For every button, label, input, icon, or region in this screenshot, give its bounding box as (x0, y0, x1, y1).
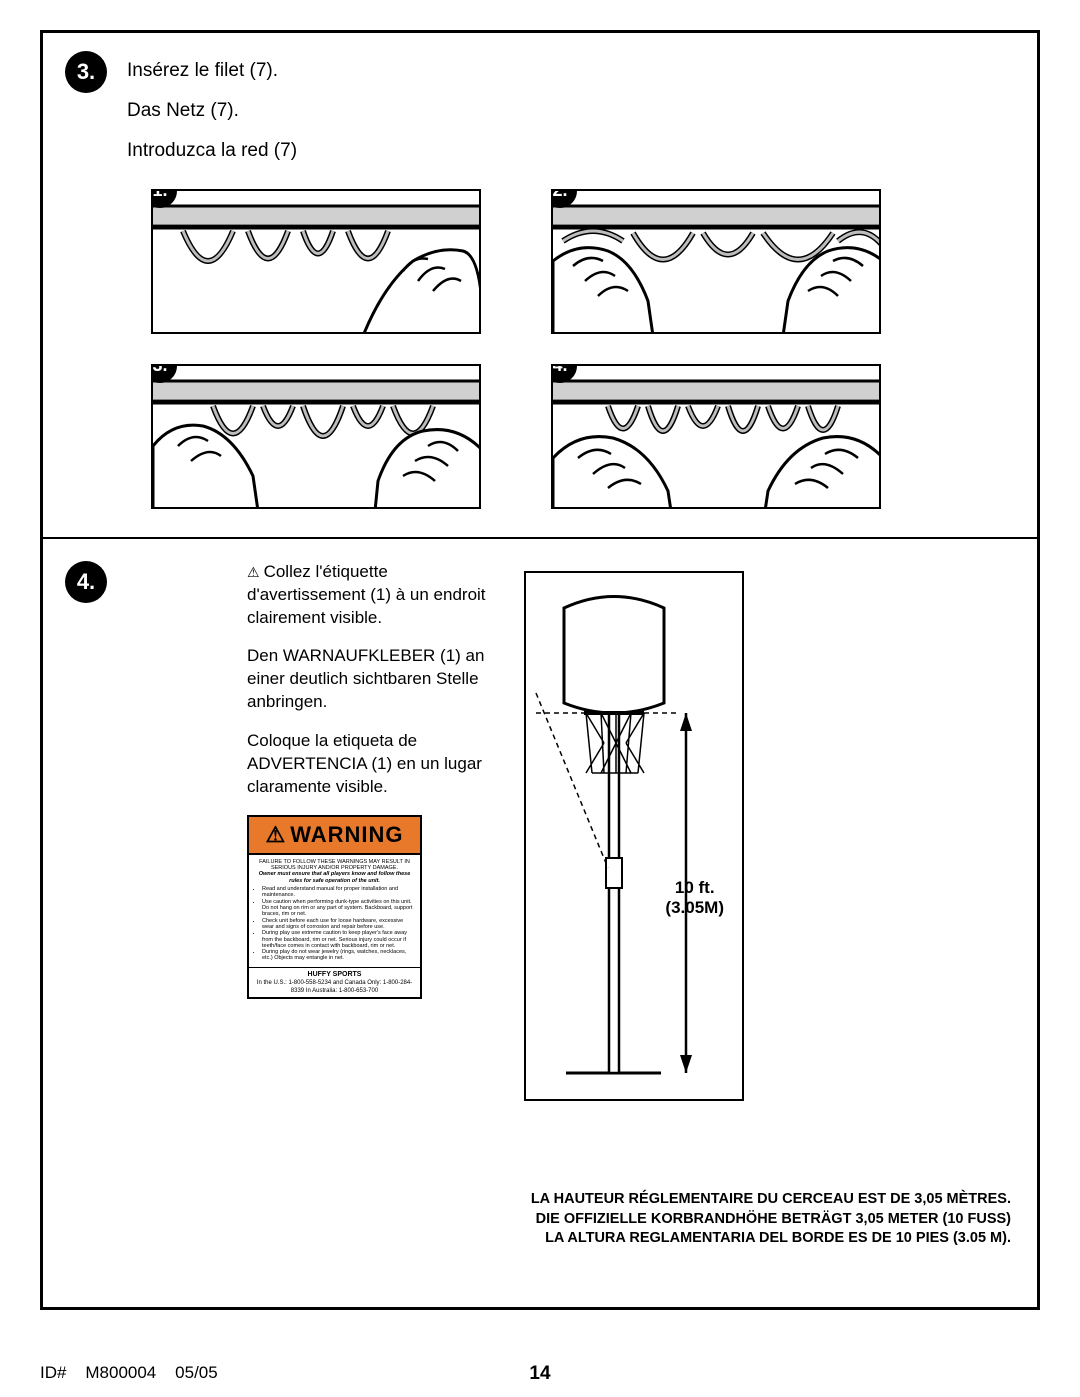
step3-illustration-grid: 1. 2. (151, 189, 921, 509)
warning-bullet: Check unit before each use for loose har… (262, 918, 415, 931)
warning-brand: HUFFY SPORTS (251, 970, 418, 979)
step3-instructions: Insérez le filet (7). Das Netz (7). Intr… (127, 51, 297, 171)
warning-contact: In the U.S.: 1-800-558-5234 and Canada O… (251, 979, 418, 995)
step4-text-column: ⚠Collez l'étiquette d'avertissement (1) … (247, 561, 502, 1000)
illustration-2: 2. (551, 189, 881, 334)
illustration-4: 4. (551, 364, 881, 509)
net-loop-svg-1 (153, 191, 481, 334)
warning-label-sticker: ⚠ WARNING FAILURE TO FOLLOW THESE WARNIN… (247, 815, 422, 999)
step4-text-es: Coloque la etiqueta de ADVERTENCIA (1) e… (247, 730, 502, 799)
warning-bullet: Use caution when performing dunk-type ac… (262, 899, 415, 918)
warning-triangle-icon: ⚠ (247, 563, 260, 582)
hoop-height-label: 10 ft. (3.05M) (665, 878, 724, 919)
step4-content: ⚠Collez l'étiquette d'avertissement (1) … (247, 561, 744, 1101)
warning-label-header: ⚠ WARNING (249, 817, 420, 855)
step3-line-es: Introduzca la red (7) (127, 131, 297, 171)
page-frame: 3. Insérez le filet (7). Das Netz (7). I… (40, 30, 1040, 1310)
warning-title: WARNING (290, 820, 403, 850)
page-number: 14 (529, 1363, 550, 1385)
net-loop-svg-3 (153, 366, 481, 509)
warning-bullet: During play do not wear jewelry (rings, … (262, 949, 415, 962)
warning-headline: FAILURE TO FOLLOW THESE WARNINGS MAY RES… (254, 859, 415, 872)
warning-triangle-icon: ⚠ (265, 820, 286, 850)
illustration-3: 3. (151, 364, 481, 509)
regulation-de: DIE OFFIZIELLE KORBRANDHÖHE BETRÄGT 3,05… (531, 1210, 1011, 1230)
warning-bullet: During play use extreme caution to keep … (262, 930, 415, 949)
illustration-1: 1. (151, 189, 481, 334)
step3-line-fr: Insérez le filet (7). (127, 51, 297, 91)
warning-label-footer: HUFFY SPORTS In the U.S.: 1-800-558-5234… (249, 967, 420, 998)
height-m: (3.05M) (665, 898, 724, 917)
id-date: 05/05 (175, 1363, 218, 1382)
section-divider (43, 537, 1037, 539)
hoop-svg (526, 573, 746, 1103)
height-ft: 10 ft. (675, 878, 715, 897)
step4-section: 4. ⚠Collez l'étiquette d'avertissement (… (65, 561, 1015, 1101)
regulation-text: LA HAUTEUR RÉGLEMENTAIRE DU CERCEAU EST … (531, 1190, 1011, 1249)
step4-text-fr: ⚠Collez l'étiquette d'avertissement (1) … (247, 561, 502, 630)
step3-section: 3. Insérez le filet (7). Das Netz (7). I… (65, 51, 1015, 171)
step4-badge: 4. (65, 561, 107, 603)
warning-bullets: Read and understand manual for proper in… (254, 886, 415, 962)
id-label: ID# (40, 1363, 66, 1382)
page-footer: ID# M800004 05/05 14 (40, 1363, 1040, 1383)
step3-badge: 3. (65, 51, 107, 93)
step4-text-de: Den WARNAUFKLEBER (1) an einer deutlich … (247, 645, 502, 714)
regulation-fr: LA HAUTEUR RÉGLEMENTAIRE DU CERCEAU EST … (531, 1190, 1011, 1210)
regulation-es: LA ALTURA REGLAMENTARIA DEL BORDE ES DE … (531, 1229, 1011, 1249)
warning-label-body: FAILURE TO FOLLOW THESE WARNINGS MAY RES… (249, 855, 420, 967)
step3-line-de: Das Netz (7). (127, 91, 297, 131)
warning-owner-line: Owner must ensure that all players know … (254, 871, 415, 884)
id-value: M800004 (85, 1363, 156, 1382)
net-loop-svg-4 (553, 366, 881, 509)
net-loop-svg-2 (553, 191, 881, 334)
hoop-diagram: 10 ft. (3.05M) (524, 571, 744, 1101)
step4-fr-span: Collez l'étiquette d'avertissement (1) à… (247, 562, 486, 627)
warning-bullet: Read and understand manual for proper in… (262, 886, 415, 899)
